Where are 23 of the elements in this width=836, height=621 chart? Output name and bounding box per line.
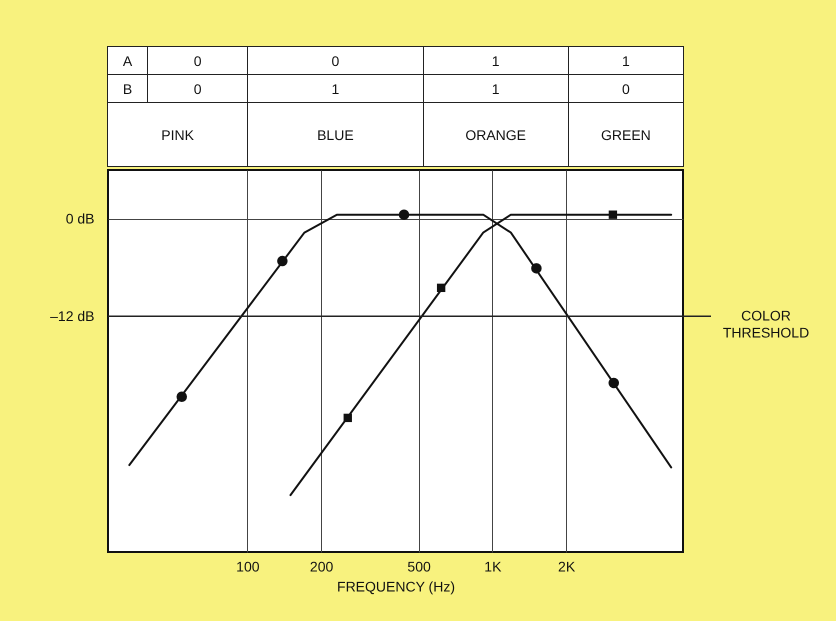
- x-tick-label: 200: [310, 558, 334, 574]
- text: 1: [568, 46, 684, 74]
- y-tick-label: 0 dB: [66, 210, 94, 226]
- text: 0: [148, 74, 248, 102]
- y-tick-label: –12 dB: [50, 308, 94, 324]
- text: GREEN: [568, 102, 684, 166]
- text: 0: [248, 46, 424, 74]
- x-tick-label: 1K: [484, 558, 502, 574]
- text: 0: [148, 46, 248, 74]
- x-tick-label: 100: [236, 558, 260, 574]
- text: 0: [568, 74, 684, 102]
- x-tick-label: 500: [407, 558, 431, 574]
- text: PINK: [108, 102, 248, 166]
- x-tick-label: 2K: [558, 558, 576, 574]
- text: 1: [423, 74, 568, 102]
- text: ORANGE: [423, 102, 568, 166]
- text: BLUE: [248, 102, 424, 166]
- text: A: [108, 46, 148, 74]
- text: 1: [423, 46, 568, 74]
- text: B: [108, 74, 148, 102]
- ref-line-label: COLOR THRESHOLD: [722, 307, 810, 340]
- text: 1: [248, 74, 424, 102]
- x-axis-title: FREQUENCY (Hz): [337, 578, 455, 594]
